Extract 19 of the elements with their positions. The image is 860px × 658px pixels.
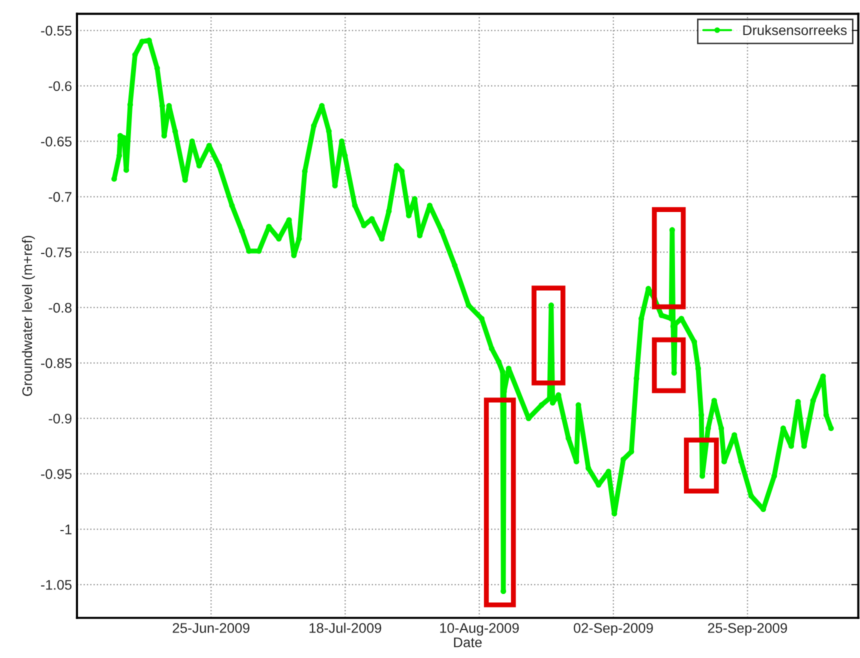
y-tick-label: -0.55 — [41, 26, 72, 36]
y-tick-label: -0.9 — [48, 414, 72, 424]
y-tick-label: -1 — [60, 524, 72, 534]
y-tick-label: -0.8 — [48, 302, 72, 313]
x-tick-label: 18-Jul-2009 — [310, 622, 382, 633]
x-tick-label: 10-Aug-2009 — [440, 623, 519, 636]
y-tick-label: -0.85 — [41, 358, 72, 368]
y-tick-label: -0.6 — [48, 81, 72, 92]
y-tick-label: -0.75 — [41, 247, 72, 258]
y-axis-title: Groundwater level (m+ref) — [22, 236, 35, 396]
y-tick-label: -0.7 — [48, 192, 72, 202]
x-tick-label: 25-Jun-2009 — [172, 623, 250, 633]
legend-label: Druksensorreeks — [743, 24, 847, 36]
x-tick-label: 25-Sep-2009 — [708, 623, 787, 636]
x-tick-label: 02-Sep-2009 — [574, 623, 653, 636]
y-tick-label: -0.95 — [41, 469, 72, 479]
y-tick-label: -0.65 — [41, 136, 72, 146]
x-axis-title: Date — [454, 638, 482, 648]
y-tick-label: -1.05 — [41, 580, 72, 590]
